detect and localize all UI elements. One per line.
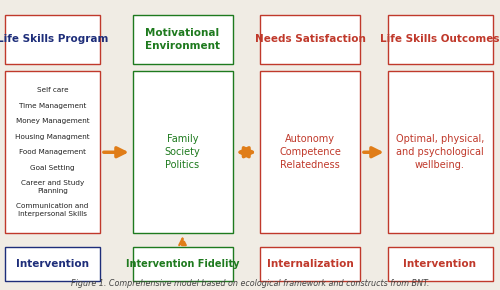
FancyBboxPatch shape <box>388 71 492 233</box>
FancyBboxPatch shape <box>5 246 100 281</box>
Text: Intervention Fidelity: Intervention Fidelity <box>126 259 240 269</box>
Text: Intervention: Intervention <box>16 259 89 269</box>
Text: Motivational
Environment: Motivational Environment <box>145 28 220 50</box>
Text: Autonomy
Competence
Relatedness: Autonomy Competence Relatedness <box>279 135 341 170</box>
Text: Figure 1. Comprehensive model based on ecological framework and constructs from : Figure 1. Comprehensive model based on e… <box>71 279 429 288</box>
FancyBboxPatch shape <box>260 246 360 281</box>
FancyBboxPatch shape <box>5 71 100 233</box>
FancyBboxPatch shape <box>388 246 492 281</box>
FancyBboxPatch shape <box>132 14 232 64</box>
FancyBboxPatch shape <box>132 246 232 281</box>
Text: Life Skills Program: Life Skills Program <box>0 34 108 44</box>
Text: Intervention: Intervention <box>404 259 476 269</box>
FancyBboxPatch shape <box>5 14 100 64</box>
Text: Needs Satisfaction: Needs Satisfaction <box>254 34 366 44</box>
Text: Family
Society
Politics: Family Society Politics <box>164 135 200 170</box>
FancyBboxPatch shape <box>260 71 360 233</box>
FancyBboxPatch shape <box>132 71 232 233</box>
FancyBboxPatch shape <box>388 14 492 64</box>
Text: Life Skills Outcomes: Life Skills Outcomes <box>380 34 500 44</box>
Text: Optimal, physical,
and psychological
wellbeing.: Optimal, physical, and psychological wel… <box>396 135 484 170</box>
Text: Self care

Time Management

Money Management

Housing Managment

Food Management: Self care Time Management Money Manageme… <box>15 87 90 217</box>
Text: Internalization: Internalization <box>266 259 354 269</box>
FancyBboxPatch shape <box>260 14 360 64</box>
